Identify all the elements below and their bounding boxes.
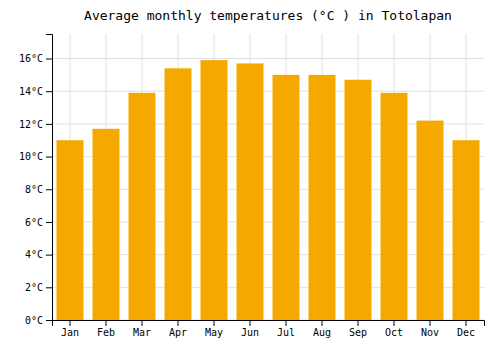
bar	[165, 68, 192, 320]
x-tick-mark	[70, 320, 71, 326]
x-axis-line	[53, 321, 485, 327]
x-tick-label: Nov	[421, 327, 439, 338]
title: Average monthly temperatures (°C ) in To…	[84, 8, 452, 23]
y-tick-mark	[46, 222, 52, 223]
y-tick: 8°C	[25, 184, 52, 195]
y-tick: 12°C	[19, 119, 52, 130]
x-tick-mark	[214, 320, 215, 326]
x-tick-label: Aug	[313, 327, 331, 338]
x-tick-label: Dec	[457, 327, 475, 338]
x-tick-mark	[466, 320, 467, 326]
x-tick-label: Jan	[61, 327, 79, 338]
x-tick-mark	[142, 320, 143, 326]
y-tick: 6°C	[25, 217, 52, 228]
x-tick-label: May	[205, 327, 223, 338]
grid-line-y	[52, 91, 484, 92]
x-tick-mark	[430, 320, 431, 326]
y-tick-mark	[46, 157, 52, 158]
bar	[273, 75, 300, 320]
bar	[129, 93, 156, 320]
x-tick: Dec	[457, 320, 475, 338]
x-tick-mark	[286, 320, 287, 326]
grid-line-y	[52, 58, 484, 59]
x-tick: Aug	[313, 320, 331, 338]
bars	[57, 60, 480, 320]
x-tick-mark	[322, 320, 323, 326]
y-tick: 10°C	[19, 151, 52, 162]
bar	[417, 121, 444, 320]
grid	[52, 34, 484, 320]
plot: 0°C 2°C 4°C 6°C 8°C 10°C 12°C 14°C 16°C Jan Feb Mar…	[19, 34, 485, 338]
x-tick-label: Feb	[97, 327, 115, 338]
x-tick-mark	[394, 320, 395, 326]
y-tick-mark	[46, 255, 52, 256]
x-tick-label: Apr	[169, 327, 187, 338]
x-tick: Jun	[241, 320, 259, 338]
bar	[453, 140, 480, 320]
x-tick: Jan	[61, 320, 79, 338]
y-tick: 16°C	[19, 53, 52, 64]
x-tick: May	[205, 320, 223, 338]
x-tick-mark	[250, 320, 251, 326]
x-tick-label: Oct	[385, 327, 403, 338]
y-tick-mark	[46, 59, 52, 60]
y-tick-label: 16°C	[19, 53, 43, 64]
x-axis: Jan Feb Mar Apr May Jun Jul Aug Sep Oct Nov Dec	[53, 320, 485, 338]
y-tick: 4°C	[25, 249, 52, 260]
bar	[201, 60, 228, 320]
x-tick: Nov	[421, 320, 439, 338]
y-tick-mark	[46, 91, 52, 92]
x-tick: Feb	[97, 320, 115, 338]
x-tick-label: Jul	[277, 327, 295, 338]
y-tick-mark	[46, 287, 52, 288]
chart: 0°C 2°C 4°C 6°C 8°C 10°C 12°C 14°C 16°C Jan Feb Mar…	[0, 0, 500, 350]
bar	[237, 63, 264, 320]
y-tick-label: 14°C	[19, 86, 43, 97]
bar	[309, 75, 336, 320]
y-tick-mark	[46, 320, 52, 321]
y-tick-label: 10°C	[19, 151, 43, 162]
bar	[345, 80, 372, 320]
y-tick: 2°C	[25, 282, 52, 293]
x-tick-label: Mar	[133, 327, 151, 338]
x-tick: Apr	[169, 320, 187, 338]
x-tick: Sep	[349, 320, 367, 338]
x-tick: Mar	[133, 320, 151, 338]
y-tick-mark	[46, 124, 52, 125]
y-axis-line	[46, 35, 53, 321]
y-tick-label: 2°C	[25, 282, 43, 293]
y-tick-label: 6°C	[25, 217, 43, 228]
x-tick-label: Sep	[349, 327, 367, 338]
x-tick-mark	[178, 320, 179, 326]
x-tick-label: Jun	[241, 327, 259, 338]
y-tick-mark	[46, 189, 52, 190]
y-tick-label: 4°C	[25, 249, 43, 260]
y-tick-label: 8°C	[25, 184, 43, 195]
y-tick-label: 12°C	[19, 119, 43, 130]
bar	[381, 93, 408, 320]
y-axis: 0°C 2°C 4°C 6°C 8°C 10°C 12°C 14°C 16°C	[19, 35, 53, 326]
x-tick: Oct	[385, 320, 403, 338]
y-tick-label: 0°C	[25, 315, 43, 326]
bar	[57, 140, 84, 320]
y-tick: 14°C	[19, 86, 52, 97]
x-tick: Jul	[277, 320, 295, 338]
bar	[93, 129, 120, 320]
x-tick-mark	[358, 320, 359, 326]
y-tick: 0°C	[25, 315, 52, 326]
x-tick-mark	[106, 320, 107, 326]
